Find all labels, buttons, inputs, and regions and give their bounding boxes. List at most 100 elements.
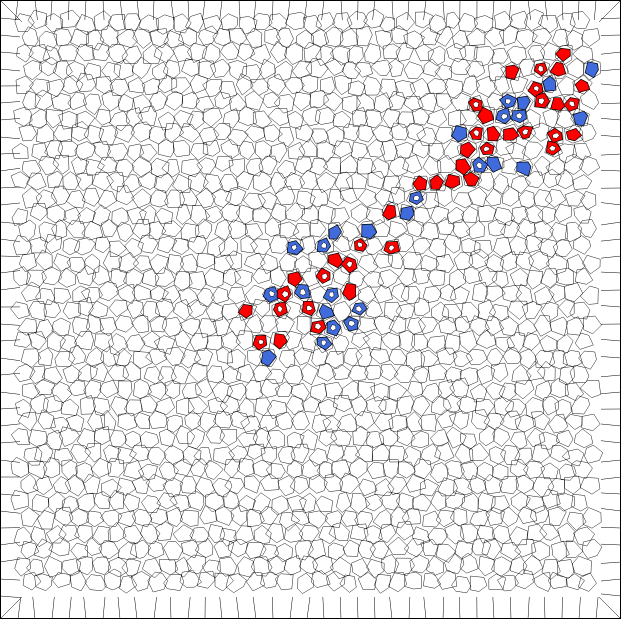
mesh-cell bbox=[365, 207, 385, 226]
mesh-cell bbox=[427, 143, 446, 163]
mesh-cell bbox=[163, 573, 185, 591]
mesh-cell bbox=[530, 505, 550, 525]
mesh-cell bbox=[109, 110, 131, 132]
mesh-cell bbox=[345, 171, 368, 190]
mesh-cell bbox=[394, 557, 415, 576]
mesh-cell bbox=[303, 41, 322, 63]
border-edge bbox=[34, 0, 38, 21]
mesh-cell bbox=[388, 155, 409, 178]
mesh-cell bbox=[488, 62, 507, 82]
mesh-cell bbox=[107, 363, 130, 381]
mesh-cell bbox=[403, 61, 424, 80]
mesh-cell bbox=[418, 316, 438, 335]
mesh-cell bbox=[250, 43, 271, 65]
mesh-cell bbox=[38, 30, 57, 52]
mesh-cell bbox=[460, 461, 479, 481]
mesh-cell bbox=[554, 203, 572, 223]
mesh-cell bbox=[74, 141, 97, 161]
mesh-cell bbox=[437, 477, 458, 497]
mesh-cell bbox=[230, 505, 248, 527]
mesh-cell bbox=[74, 331, 94, 351]
mesh-cell bbox=[125, 334, 146, 352]
border-edge bbox=[0, 372, 21, 376]
cluster-cell-red bbox=[565, 127, 583, 142]
mesh-cell bbox=[373, 253, 394, 269]
mesh-cell bbox=[323, 286, 342, 307]
border-edge bbox=[0, 578, 21, 581]
mesh-cell bbox=[189, 458, 209, 477]
mesh-cell bbox=[490, 495, 510, 514]
mesh-cell bbox=[539, 523, 560, 541]
mesh-cell bbox=[93, 426, 111, 445]
mesh-cell bbox=[469, 383, 488, 403]
mesh-cell bbox=[243, 192, 266, 210]
mesh-cell bbox=[106, 43, 128, 64]
mesh-cell bbox=[355, 445, 374, 462]
mesh-cell bbox=[412, 237, 432, 256]
mesh-cell bbox=[299, 555, 318, 575]
mesh-cell bbox=[347, 365, 369, 382]
mesh-cell bbox=[30, 526, 47, 547]
mesh-cell bbox=[583, 58, 601, 81]
mesh-cell bbox=[564, 190, 586, 207]
mesh-cell bbox=[228, 60, 247, 81]
mesh-cell bbox=[214, 218, 233, 241]
mesh-cell bbox=[178, 27, 198, 47]
mesh-cell bbox=[123, 493, 140, 513]
mesh-cell bbox=[110, 396, 128, 417]
mesh-cell bbox=[377, 269, 399, 289]
cluster-cell-hole bbox=[329, 324, 337, 332]
mesh-cell bbox=[47, 330, 66, 353]
mesh-cell bbox=[582, 507, 602, 529]
cluster-cell-hole bbox=[306, 305, 313, 311]
mesh-cell bbox=[584, 444, 604, 464]
mesh-cell bbox=[471, 538, 492, 556]
mesh-cell bbox=[469, 509, 490, 527]
mesh-cell bbox=[410, 430, 430, 448]
mesh-cell bbox=[501, 158, 520, 175]
mesh-cell bbox=[62, 364, 82, 384]
border-edge bbox=[544, 0, 548, 21]
mesh-cell bbox=[137, 105, 158, 126]
mesh-cell bbox=[427, 78, 449, 94]
border-edge bbox=[0, 34, 21, 38]
mesh-cell bbox=[131, 57, 152, 79]
border-edge bbox=[0, 595, 21, 598]
cluster-cell-blue bbox=[516, 161, 532, 177]
mesh-cell bbox=[347, 45, 364, 65]
border-edge bbox=[600, 423, 621, 427]
mesh-cell bbox=[514, 380, 535, 400]
mesh-cell bbox=[107, 142, 129, 162]
mesh-cell bbox=[483, 474, 503, 495]
mesh-cell bbox=[37, 409, 56, 430]
mesh-cell bbox=[339, 472, 360, 494]
border-edge bbox=[561, 0, 564, 21]
mesh-cell bbox=[90, 457, 112, 478]
mesh-cell bbox=[563, 153, 584, 175]
mesh-cell bbox=[411, 526, 430, 546]
mesh-cell bbox=[537, 14, 559, 34]
mesh-cell bbox=[316, 302, 335, 321]
mesh-cell bbox=[502, 184, 520, 207]
mesh-cell bbox=[214, 91, 232, 110]
mesh-cell bbox=[108, 333, 129, 356]
mesh-cell bbox=[117, 541, 138, 560]
cluster-cell-blue bbox=[542, 75, 557, 92]
mesh-cell bbox=[236, 73, 254, 96]
mesh-cell bbox=[155, 14, 175, 35]
mesh-cell bbox=[63, 207, 81, 226]
mesh-cell bbox=[186, 554, 206, 575]
mesh-cell bbox=[339, 574, 357, 593]
border-edge bbox=[0, 0, 23, 23]
cluster-cell-hole bbox=[533, 85, 540, 92]
mesh-cell bbox=[121, 45, 142, 64]
mesh-cell bbox=[551, 540, 570, 562]
mesh-cell bbox=[442, 139, 463, 160]
mesh-cell bbox=[577, 219, 597, 238]
border-edge bbox=[600, 356, 621, 359]
mesh-cell bbox=[216, 346, 233, 364]
border-edge bbox=[238, 0, 241, 21]
border-edge bbox=[600, 202, 621, 206]
border-edge bbox=[357, 596, 359, 619]
mesh-cell bbox=[477, 172, 496, 192]
